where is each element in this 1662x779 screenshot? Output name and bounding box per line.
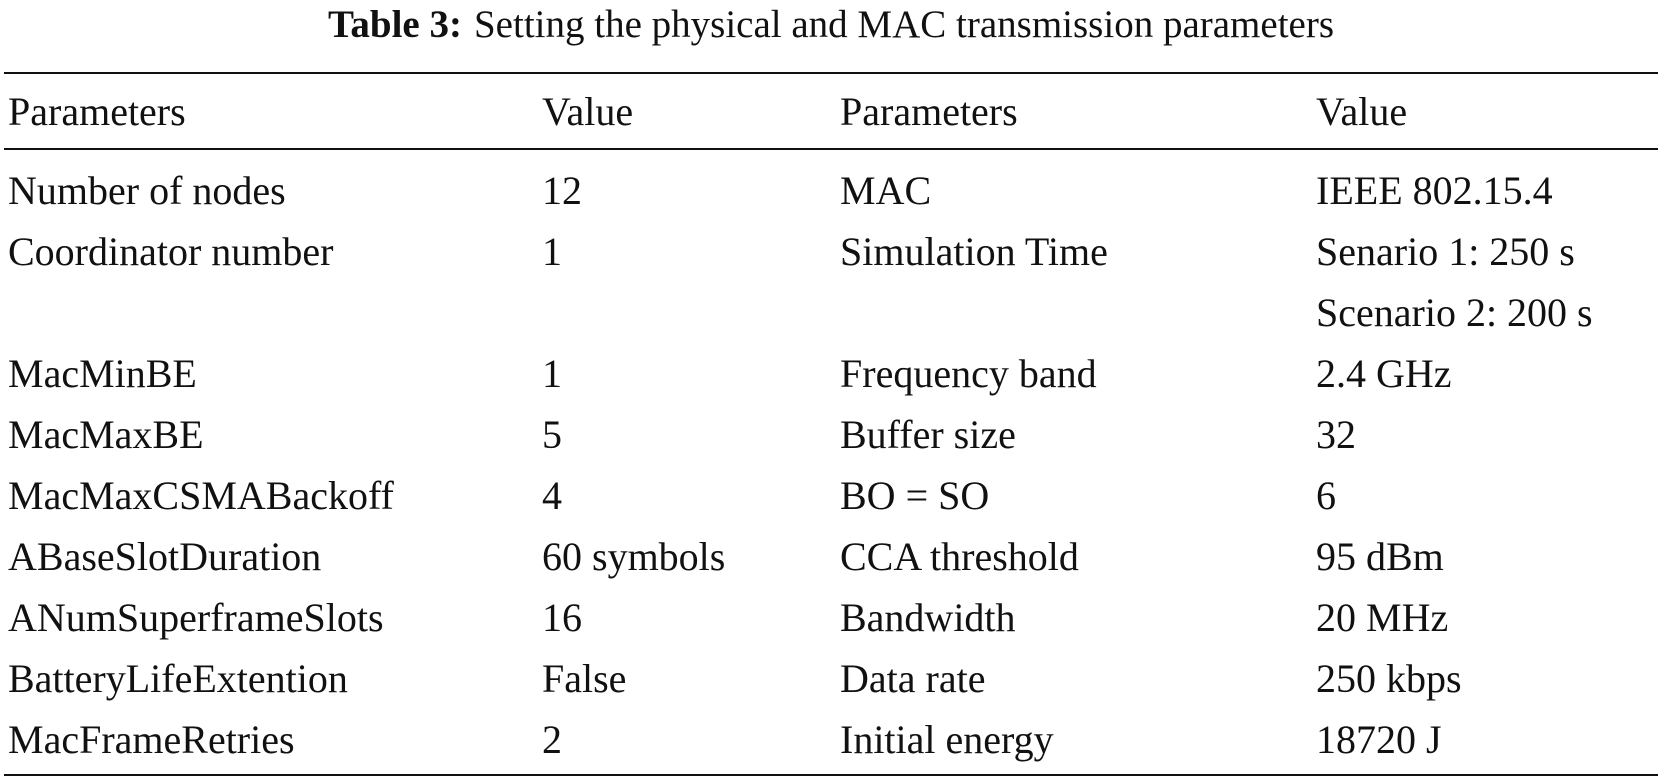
table-cell: MAC — [840, 168, 932, 213]
table-cell: 6 — [1316, 473, 1336, 518]
header-row: Parameters Value Parameters Value — [4, 73, 1658, 149]
table-cell: Coordinator number — [8, 229, 334, 274]
header-cell: Parameters — [840, 88, 1018, 134]
table-cell: 12 — [542, 168, 582, 213]
table-row: BatteryLifeExtention False Data rate 250 kb… — [4, 648, 1658, 709]
table-caption: Table 3: Setting the physical and MAC tra… — [0, 2, 1662, 48]
cell-line: Senario 1: 250 s — [1316, 229, 1575, 274]
table-cell: 5 — [542, 412, 562, 457]
table-row: Coordinator number 1 Simulation Time Senari… — [4, 221, 1658, 343]
table-row: Number of nodes 12 MAC IEEE 802.15.4 — [4, 149, 1658, 221]
table-cell: 20 MHz — [1316, 595, 1449, 640]
table-cell: CCA threshold — [840, 534, 1079, 579]
header-cell: Value — [542, 88, 634, 134]
table-cell: 2 — [542, 717, 562, 762]
table-cell: Bandwidth — [840, 595, 1016, 640]
table-cell: 4 — [542, 473, 562, 518]
table-row: MacMaxCSMABackoff 4 BO = SO 6 — [4, 465, 1658, 526]
table-cell: ANumSuperframeSlots — [8, 595, 384, 640]
table-cell: Senario 1: 250 s Scenario 2: 200 s — [1312, 221, 1658, 343]
table-cell: 32 — [1316, 412, 1356, 457]
table-cell: Initial energy — [840, 717, 1054, 762]
table-cell: MacMinBE — [8, 351, 197, 396]
table-cell: Frequency band — [840, 351, 1097, 396]
table-cell: False — [542, 656, 627, 701]
table-body: Number of nodes 12 MAC IEEE 802.15.4 Coordin… — [4, 149, 1658, 775]
table-cell: MacFrameRetries — [8, 717, 295, 762]
table-cell: Number of nodes — [8, 168, 286, 213]
caption-label: Table 3: — [327, 3, 462, 46]
table-cell: 16 — [542, 595, 582, 640]
table-cell: MacMaxCSMABackoff — [8, 473, 394, 518]
table-cell: BO = SO — [840, 473, 990, 518]
header-cell: Value — [1316, 88, 1408, 134]
table-row: ABaseSlotDuration 60 symbols CCA threshold… — [4, 526, 1658, 587]
table-row: MacMinBE 1 Frequency band 2.4 GHz — [4, 343, 1658, 404]
table-row: ANumSuperframeSlots 16 Bandwidth 20 MHz — [4, 587, 1658, 648]
table-header: Parameters Value Parameters Value — [4, 73, 1658, 149]
table-cell: ABaseSlotDuration — [8, 534, 322, 579]
caption-text: Setting the physical and MAC transmissio… — [473, 3, 1335, 46]
table-cell: 95 dBm — [1316, 534, 1444, 579]
table-cell: 1 — [542, 229, 562, 274]
table-cell: 18720 J — [1316, 717, 1442, 762]
table-row: MacMaxBE 5 Buffer size 32 — [4, 404, 1658, 465]
table: Parameters Value Parameters Value Number of… — [4, 72, 1658, 776]
cell-line: Scenario 2: 200 s — [1316, 290, 1593, 335]
table-cell: 2.4 GHz — [1316, 351, 1452, 396]
table-cell: 1 — [542, 351, 562, 396]
table-cell: Simulation Time — [840, 229, 1108, 274]
table-cell: Data rate — [840, 656, 986, 701]
table-cell: BatteryLifeExtention — [8, 656, 348, 701]
table-cell: MacMaxBE — [8, 412, 204, 457]
header-cell: Parameters — [8, 88, 186, 134]
table-cell: 250 kbps — [1316, 656, 1462, 701]
table-cell: 60 symbols — [542, 534, 726, 579]
table-row: MacFrameRetries 2 Initial energy 18720 J — [4, 709, 1658, 775]
table-cell: IEEE 802.15.4 — [1316, 168, 1553, 213]
table-cell: Buffer size — [840, 412, 1016, 457]
